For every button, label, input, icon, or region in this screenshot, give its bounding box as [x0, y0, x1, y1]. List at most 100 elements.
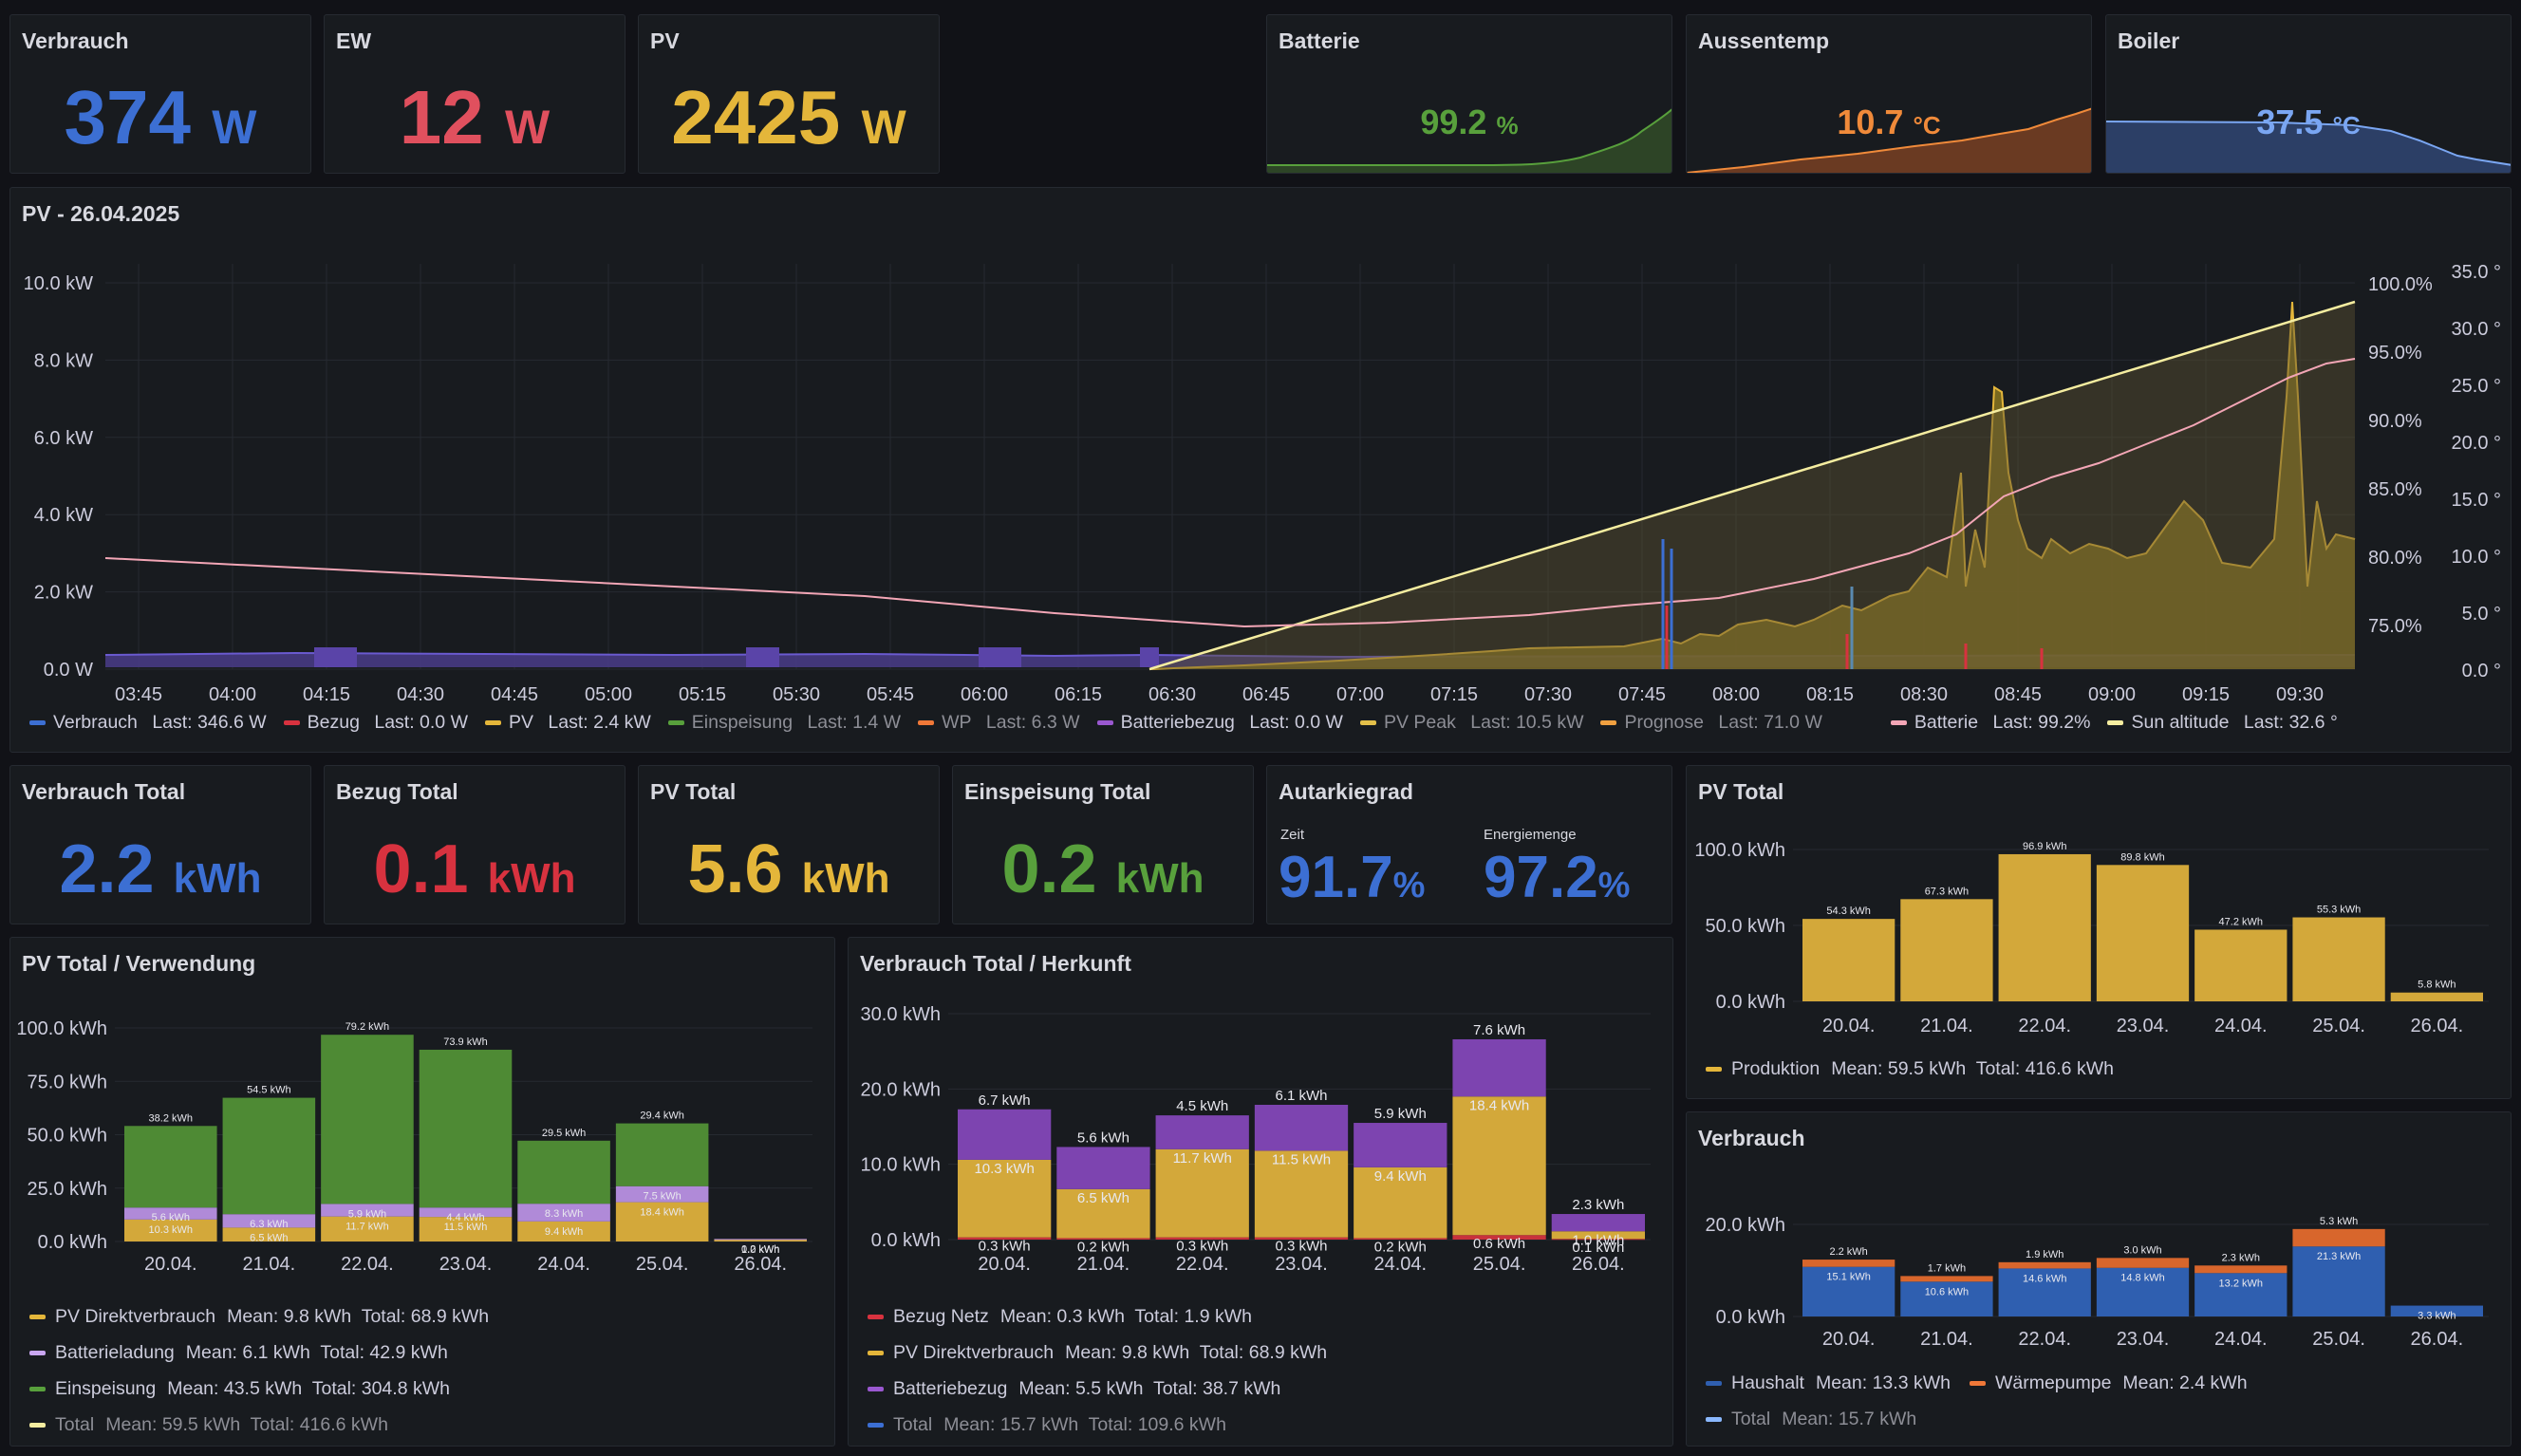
panel-title: Verbrauch Total [22, 779, 186, 804]
legend-item-bezug[interactable]: Bezug Last: 0.0 W [283, 712, 468, 734]
bar-value-label: 18.4 kWh [1469, 1097, 1529, 1113]
bar-value-label: 96.9 kWh [2023, 841, 2066, 852]
legend-item-prognose[interactable]: Prognose Last: 71.0 W [1600, 712, 1822, 734]
bar-chart-verbrauch[interactable]: 20.0 kWh 0.0 kWh 15.1 kWh 2.2 kWh 20.04. 10.6… [1687, 1112, 2512, 1447]
y-tick-label: 100.0 kWh [16, 1018, 107, 1039]
x-tick-label: 23.04. [2117, 1329, 2170, 1350]
legend-swatch [868, 1351, 884, 1356]
bar-produktion [2194, 929, 2288, 1001]
legend-item-pv-direktverbrauch[interactable]: PV Direktverbrauch Mean: 9.8 kWh Total: 6… [868, 1335, 1327, 1371]
autarkie-zeit-value: 91.7% [1279, 845, 1426, 910]
legend-item-pv-direktverbrauch[interactable]: PV Direktverbrauch Mean: 9.8 kWh Total: 6… [29, 1298, 489, 1335]
legend-swatch [868, 1423, 884, 1428]
x-tick-label: 05:30 [773, 684, 820, 705]
legend-stats: Mean: 9.8 kWh Total: 68.9 kWh [1065, 1342, 1328, 1363]
bar-value-label: 54.5 kWh [247, 1085, 290, 1096]
stat-panel-autarkiegrad[interactable]: Autarkiegrad Zeit 91.7% Energiemenge 97.… [1266, 765, 1672, 924]
legend-item-haushalt[interactable]: Haushalt Mean: 13.3 kWh [1706, 1365, 1951, 1401]
legend-label: WP [942, 712, 972, 733]
panel-verbrauch-total-herkunft[interactable]: Verbrauch Total / Herkunft 30.0 kWh 20.0 … [848, 937, 1673, 1447]
legend-item-sun-altitude[interactable]: Sun altitude Last: 32.6 ° [2107, 712, 2338, 734]
bar-chart-pv-verwendung[interactable]: 100.0 kWh 75.0 kWh 50.0 kWh 25.0 kWh 0.0 kWh… [10, 938, 835, 1447]
stat-panel-ew[interactable]: EW 12 W [324, 14, 626, 174]
legend-item-einspeisung[interactable]: Einspeisung Last: 1.4 W [667, 712, 901, 734]
bar-value-label: 5.9 kWh [1374, 1106, 1427, 1122]
legend-item-batterieladung[interactable]: Batterieladung Mean: 6.1 kWh Total: 42.9 … [29, 1335, 489, 1371]
legend-item-total[interactable]: Total Mean: 15.7 kWh [1706, 1401, 2267, 1437]
stat-panel-pv[interactable]: PV 2425 W [638, 14, 940, 174]
x-tick-label: 09:00 [2088, 684, 2136, 705]
bar-pv-direktverbrauch [124, 1219, 217, 1241]
spark-panel-boiler[interactable]: Boiler 37.5 °C [2105, 14, 2512, 174]
panel-verbrauch-haushalt[interactable]: Verbrauch 20.0 kWh 0.0 kWh 15.1 kWh 2.2 kWh… [1686, 1111, 2512, 1447]
bar-chart-verbrauch-herkunft[interactable]: 30.0 kWh 20.0 kWh 10.0 kWh 0.0 kWh 0.3 kWh 10… [849, 938, 1673, 1447]
y-tick-label: 0.0 kWh [1716, 992, 1785, 1013]
bar-value-label: 7.6 kWh [1473, 1022, 1525, 1038]
legend-item-pv-peak[interactable]: PV Peak Last: 10.5 kW [1359, 712, 1583, 734]
main-pv-chart-panel[interactable]: PV - 26.04.2025 10.0 kW 8.0 kW 6.0 kW 4.0 k… [9, 187, 2512, 753]
legend-label: Batteriebezug [893, 1378, 1008, 1399]
stat-panel-pv-total[interactable]: PV Total 5.6 kWh [638, 765, 940, 924]
stat-panel-verbrauch-total[interactable]: Verbrauch Total 2.2 kWh [9, 765, 311, 924]
legend-item-wp[interactable]: WP Last: 6.3 W [918, 712, 1080, 734]
x-tick-label: 22.04. [1176, 1254, 1229, 1275]
panel-pv-total-verwendung[interactable]: PV Total / Verwendung 100.0 kWh 75.0 kWh 5… [9, 937, 835, 1447]
stat-panel-verbrauch[interactable]: Verbrauch 374 W [9, 14, 311, 174]
stat-value: 2.2 kWh [59, 831, 262, 907]
legend-stats: Mean: 5.5 kWh Total: 38.7 kWh [1018, 1378, 1281, 1399]
spark-panel-aussentemp[interactable]: Aussentemp 10.7 °C [1686, 14, 2092, 174]
bar-w-rmepumpe [1998, 1261, 2091, 1269]
legend-item-bezug-netz[interactable]: Bezug Netz Mean: 0.3 kWh Total: 1.9 kWh [868, 1298, 1327, 1335]
bar-produktion [2390, 992, 2483, 1001]
bar-value-label: 8.3 kWh [545, 1208, 583, 1220]
bar-batterieladung [419, 1207, 513, 1218]
bar-value-label: 89.8 kWh [2120, 851, 2164, 863]
bar-batterieladung [222, 1214, 316, 1228]
stat-panel-bezug-total[interactable]: Bezug Total 0.1 kWh [324, 765, 626, 924]
y-right2-tick-label: 35.0 ° [2452, 262, 2501, 283]
x-tick-label: 04:15 [303, 684, 350, 705]
legend-item-verbrauch[interactable]: Verbrauch Last: 346.6 W [29, 712, 267, 734]
legend-swatch [868, 1315, 884, 1320]
legend-item-batteriebezug[interactable]: Batteriebezug Last: 0.0 W [1096, 712, 1343, 734]
legend-item-batteriebezug[interactable]: Batteriebezug Mean: 5.5 kWh Total: 38.7 k… [868, 1371, 1327, 1407]
legend-item-produktion[interactable]: Produktion Mean: 59.5 kWh Total: 416.6 kW… [1706, 1051, 2114, 1087]
legend-swatch [1969, 1381, 1986, 1387]
panel-title: Batterie [1279, 28, 1360, 53]
bar-value-label: 38.2 kWh [149, 1112, 193, 1124]
x-tick-label: 05:00 [585, 684, 632, 705]
legend-label: Einspeisung [55, 1378, 157, 1399]
legend-item-einspeisung[interactable]: Einspeisung Mean: 43.5 kWh Total: 304.8 k… [29, 1371, 489, 1407]
bar-batteriebezug [1155, 1115, 1249, 1149]
legend-item-total[interactable]: Total Mean: 15.7 kWh Total: 109.6 kWh [868, 1407, 1327, 1443]
bar-value-label: 47.2 kWh [2219, 916, 2263, 927]
legend-item-pv[interactable]: PV Last: 2.4 kW [484, 712, 651, 734]
x-tick-label: 26.04. [2411, 1329, 2464, 1350]
panel-pv-total-produktion[interactable]: PV Total 100.0 kWh 50.0 kWh 0.0 kWh 54.3 kW… [1686, 765, 2512, 1099]
stat-panel-einspeisung-total[interactable]: Einspeisung Total 0.2 kWh [952, 765, 1254, 924]
x-tick-label: 25.04. [2312, 1329, 2365, 1350]
legend-swatch [29, 1423, 46, 1428]
x-tick-label: 21.04. [1920, 1016, 1973, 1036]
legend-stats: Mean: 2.4 kWh [2122, 1372, 2248, 1393]
y-right-tick-label: 90.0% [2368, 411, 2422, 432]
bar-batteriebezug [1452, 1038, 1546, 1097]
legend-last-value: Last: 0.0 W [368, 712, 468, 733]
bar-w-rmepumpe [2096, 1258, 2190, 1268]
legend-item-total[interactable]: Total Mean: 59.5 kWh Total: 416.6 kWh [29, 1407, 489, 1443]
legend-item-batterie[interactable]: Batterie Last: 99.2% [1890, 712, 2090, 734]
bar-haushalt [2390, 1305, 2483, 1316]
spark-panel-batterie[interactable]: Batterie 99.2 % [1266, 14, 1672, 174]
bar-value-label: 14.6 kWh [2023, 1273, 2066, 1284]
bar-chart-pv-produktion[interactable]: 100.0 kWh 50.0 kWh 0.0 kWh 54.3 kWh 20.04. 67… [1687, 766, 2512, 1099]
legend-item-w-rmepumpe[interactable]: Wärmepumpe Mean: 2.4 kWh [1969, 1365, 2248, 1401]
main-time-series-chart[interactable]: 10.0 kW 8.0 kW 6.0 kW 4.0 kW 2.0 kW 0.0 W 03:4… [10, 188, 2512, 753]
x-tick-label: 20.04. [1822, 1016, 1876, 1036]
panel-title: PV Total / Verwendung [22, 951, 256, 976]
x-tick-label: 26.04. [734, 1254, 787, 1275]
x-tick-label: 08:15 [1806, 684, 1854, 705]
bar-haushalt [1998, 1268, 2091, 1316]
batteriebezug-bump [1140, 647, 1159, 667]
y-right2-tick-label: 25.0 ° [2452, 376, 2501, 397]
y-tick-label: 10.0 kWh [861, 1155, 941, 1176]
